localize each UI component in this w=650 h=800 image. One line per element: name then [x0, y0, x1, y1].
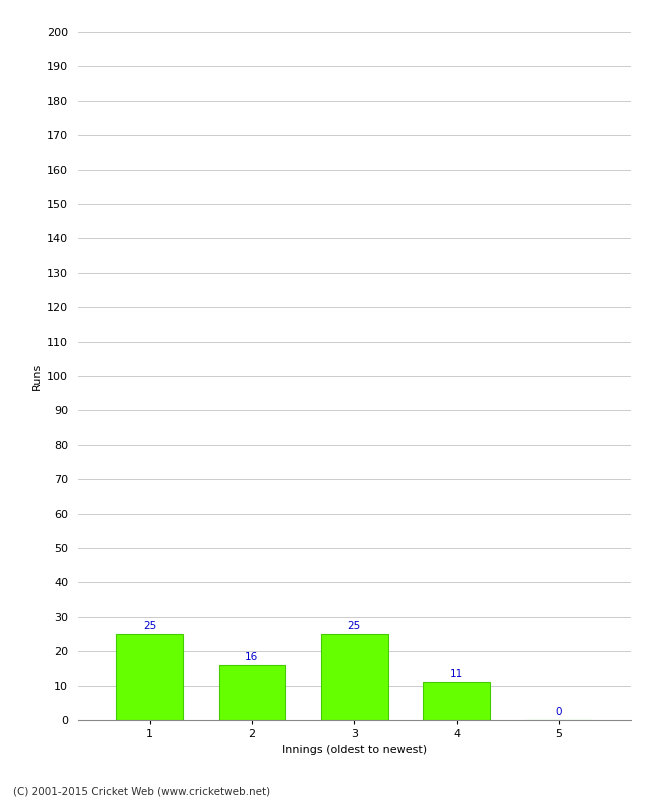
- Text: 0: 0: [556, 706, 562, 717]
- Bar: [218, 665, 285, 720]
- Y-axis label: Runs: Runs: [32, 362, 42, 390]
- Bar: [423, 682, 490, 720]
- Text: 11: 11: [450, 669, 463, 678]
- Text: 25: 25: [143, 621, 156, 630]
- Bar: [321, 634, 387, 720]
- Text: 25: 25: [348, 621, 361, 630]
- Bar: [116, 634, 183, 720]
- X-axis label: Innings (oldest to newest): Innings (oldest to newest): [281, 745, 427, 754]
- Text: (C) 2001-2015 Cricket Web (www.cricketweb.net): (C) 2001-2015 Cricket Web (www.cricketwe…: [13, 786, 270, 796]
- Text: 16: 16: [245, 651, 259, 662]
